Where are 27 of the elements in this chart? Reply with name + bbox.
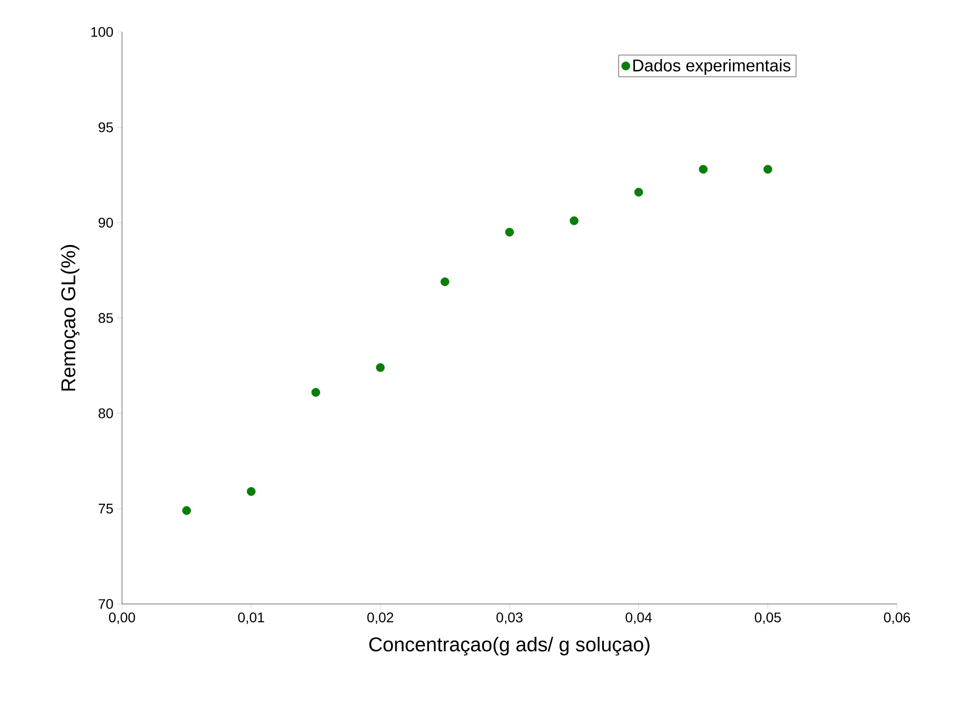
x-tick-label: 0,02: [367, 612, 394, 624]
x-tick-label: 0,03: [496, 612, 522, 624]
legend-label: Dados experimentais: [633, 59, 790, 75]
x-tick-label: 0,04: [626, 612, 652, 624]
y-tick-label: 70: [98, 599, 113, 609]
point: [182, 506, 191, 515]
point: [311, 388, 320, 397]
y-tick-label: 90: [98, 218, 113, 228]
point: [440, 277, 450, 286]
x-tick-label: 0,01: [238, 612, 264, 624]
x-tick-label: 0,05: [754, 612, 781, 624]
point: [570, 216, 578, 226]
point: [698, 164, 708, 174]
point: [246, 487, 256, 496]
y-tick-label: 85: [98, 313, 113, 323]
y-tick-label: 100: [91, 27, 113, 37]
point: [763, 164, 772, 174]
x-tick-label: 0,06: [884, 612, 910, 624]
point: [376, 363, 385, 372]
y-tick-label: 95: [98, 122, 113, 132]
y-axis-title: Remoçao GL(%): [60, 245, 80, 391]
point: [634, 188, 644, 197]
y-tick-label: 75: [98, 504, 113, 514]
x-tick-label: 0,00: [108, 612, 136, 624]
y-tick-label: 80: [98, 408, 113, 418]
x-axis-title: Concentraçao(g ads/ g soluçao): [369, 636, 650, 656]
point: [505, 228, 514, 237]
